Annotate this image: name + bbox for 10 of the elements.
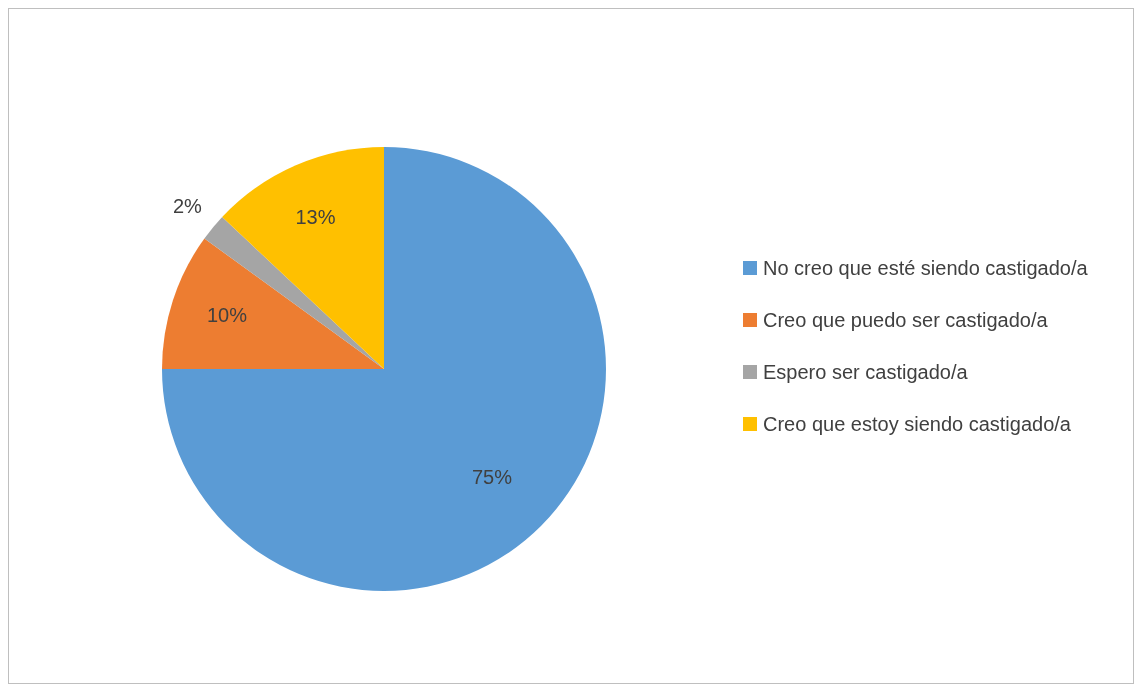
data-label: 75% [472,466,513,489]
legend-label: No creo que esté siendo castigado/a [763,256,1089,281]
legend-label: Creo que puedo ser castigado/a [763,308,1049,333]
legend-label: Espero ser castigado/a [763,360,969,385]
pie-slice [162,147,606,591]
data-label: 2% [172,194,203,217]
data-label: 13% [295,206,336,229]
data-label: 10% [206,303,248,326]
legend-label: Creo que estoy siendo castigado/a [763,412,1072,437]
pie-slice [162,238,384,369]
